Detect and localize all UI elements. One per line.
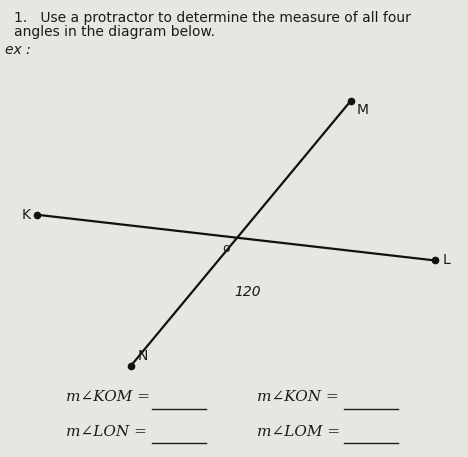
Text: 120: 120 <box>235 286 261 299</box>
Text: m∠KOM =: m∠KOM = <box>66 390 149 404</box>
Text: M: M <box>357 103 369 117</box>
Text: 1.   Use a protractor to determine the measure of all four: 1. Use a protractor to determine the mea… <box>14 11 411 26</box>
Text: N: N <box>138 349 148 363</box>
Text: m∠LON =: m∠LON = <box>66 425 146 439</box>
Text: o: o <box>222 242 230 255</box>
Text: m∠KON =: m∠KON = <box>257 390 339 404</box>
Text: L: L <box>442 254 450 267</box>
Text: angles in the diagram below.: angles in the diagram below. <box>14 25 215 39</box>
Text: m∠LOM =: m∠LOM = <box>257 425 341 439</box>
Text: K: K <box>22 208 30 222</box>
Text: ex :: ex : <box>5 43 30 58</box>
